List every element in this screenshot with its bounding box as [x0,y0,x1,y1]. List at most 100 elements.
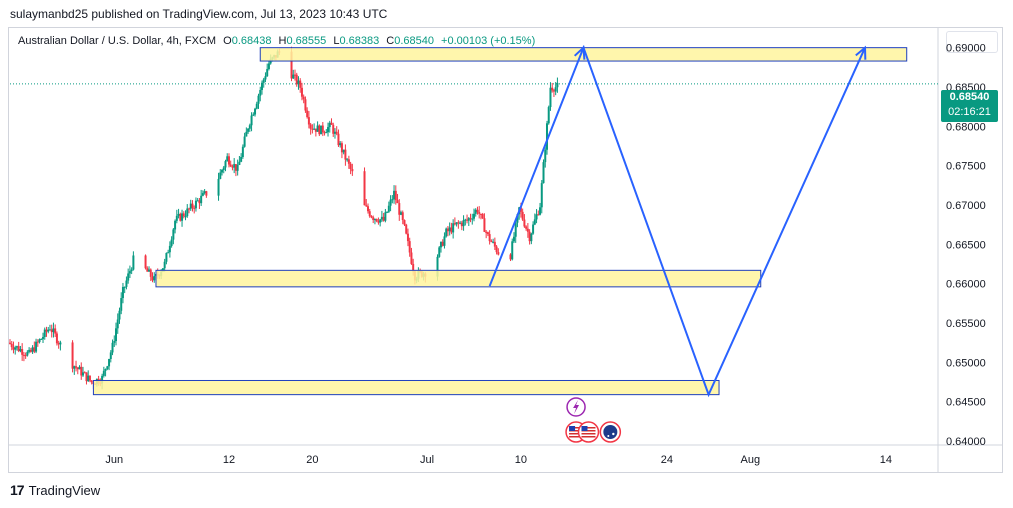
candle-body [42,336,45,339]
candle-body [384,212,387,221]
candle-body [375,218,378,222]
candle-body [146,268,149,272]
candle-body [493,241,496,247]
candle-body [377,221,380,223]
candle-body [321,125,324,133]
candle-body [170,239,173,246]
candle-body [554,87,557,92]
candle-body [335,131,338,134]
x-tick-label: 12 [223,454,235,466]
candle-body [467,218,470,221]
y-tick-label: 0.67500 [946,161,986,173]
candle-body [123,286,126,288]
candle-body [10,343,13,348]
candle-body [441,241,444,246]
y-tick-label: 0.66500 [946,239,986,251]
candle-body [130,269,133,272]
candle-body [153,275,156,281]
candle-body [347,159,350,164]
projection-path[interactable] [488,44,866,398]
candle-body [294,74,297,76]
candle-body [184,216,187,218]
y-tick-label: 0.64500 [946,397,986,409]
candle-body [540,183,543,208]
candle-body [31,347,34,352]
candle-body [43,329,46,337]
projection-arrowhead-1 [573,45,586,60]
candle-body [478,212,481,214]
candle-body [389,199,392,206]
candle-body [76,367,79,370]
candle-body [380,216,383,220]
flag-stripe [569,436,584,438]
x-tick-label: 20 [306,454,318,466]
candle-body [115,328,118,342]
candle-body [109,352,112,359]
symbol-title[interactable]: Australian Dollar / U.S. Dollar, 4h, FXC… [18,35,217,47]
candle-body [403,220,406,225]
footer-brand[interactable]: TradingView [28,482,101,498]
candle-body [85,372,88,382]
candle-body [238,161,241,165]
candle-body [330,122,333,125]
candle-body [479,213,482,215]
candle-body [469,218,472,220]
tradingview-logo-icon: 17 [10,482,25,498]
candle-body [363,171,366,206]
x-tick-label: 24 [661,454,673,466]
candle-body [35,341,38,352]
candle-body [393,190,396,200]
candle-body [445,228,448,237]
flag-canton [581,426,588,431]
candle-body [521,211,524,220]
candle-body [87,375,90,382]
candle-body [33,347,36,352]
candle-body [55,333,58,344]
candle-body [455,222,458,225]
candle-body [365,205,368,207]
candle-body [443,236,446,246]
candle-body [320,125,323,135]
candle-body [400,212,403,215]
candle-body [200,195,203,204]
candle-body [247,128,250,132]
close-label: C [386,35,395,47]
flag-star [607,435,610,437]
candle-body [542,162,545,184]
candle-body [483,218,486,232]
candle-body [15,346,18,348]
candle-body [519,207,522,212]
candle-body [128,271,131,274]
candle-body [490,241,493,243]
candle-body [509,254,512,260]
zone-box-2[interactable] [155,269,762,288]
candle-body [219,172,222,179]
candle-body [118,310,121,320]
candle-body [457,222,460,224]
candle-body [71,342,74,369]
candle-body [436,256,439,277]
chart-corner-button[interactable] [946,31,998,53]
candle-body [486,232,489,235]
candle-body [497,252,500,255]
us-flag-icon[interactable] [577,421,600,443]
candle-body [80,366,83,376]
candle-body [552,90,555,92]
candle-body [111,342,114,353]
candle-body [187,208,190,210]
candle-body [217,178,220,196]
x-tick-label: Jul [420,454,434,466]
candle-body [234,164,237,171]
candle-body [526,228,529,232]
candle-body [309,124,312,129]
candle-body [492,241,495,243]
symbol-legend: Australian Dollar / U.S. Dollar, 4h, FXC… [18,35,535,47]
x-tick-label: 14 [880,454,892,466]
flag-stripe [581,433,596,435]
candle-body [264,76,267,80]
zone-box-3[interactable] [92,379,720,396]
candle-body [227,156,230,165]
bar-countdown: 02:16:21 [948,106,991,118]
candle-body [547,107,550,124]
